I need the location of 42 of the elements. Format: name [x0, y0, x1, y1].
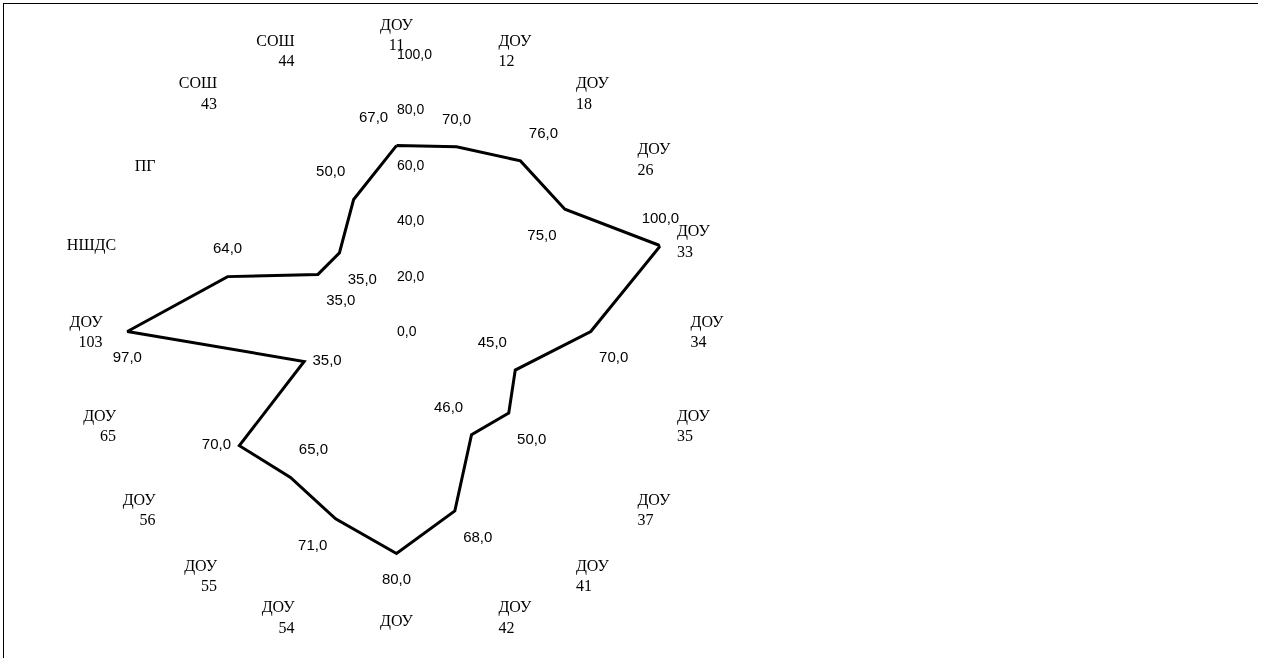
spoke-label: ДОУ 18	[559, 74, 610, 113]
spoke-label: СОШ 44	[256, 31, 311, 70]
spoke-label: ДОУ 103	[69, 312, 119, 351]
data-label: 76,0	[520, 123, 558, 141]
data-label: 35,0	[317, 291, 356, 309]
spoke-label: ДОУ 41	[559, 556, 610, 595]
spoke-label: ДОУ 26	[621, 140, 671, 179]
y-tick-label: 60,0	[397, 156, 425, 173]
data-label: 71,0	[298, 535, 336, 553]
data-label: 70,0	[590, 348, 629, 366]
spoke-label: ПГ	[134, 156, 172, 174]
data-label: 46,0	[434, 397, 472, 415]
y-tick-label: 80,0	[397, 101, 425, 118]
data-label: 50,0	[508, 429, 547, 447]
data-label: 97,0	[112, 348, 142, 366]
y-tick-label: 0,0	[397, 323, 417, 340]
spoke-label: ДОУ 65	[83, 406, 133, 445]
data-label: 65,0	[290, 440, 329, 458]
data-label: 35,0	[304, 351, 342, 369]
data-label: 70,0	[441, 109, 472, 127]
spoke-label: ДОУ 12	[482, 31, 532, 70]
data-label: 67,0	[358, 108, 397, 126]
spoke-label: ДОУ	[380, 611, 414, 630]
y-tick-label: 40,0	[397, 212, 425, 229]
spoke-label: ДОУ 37	[621, 490, 671, 529]
spoke-label: СОШ 43	[178, 74, 234, 113]
spoke-label: ДОУ 34	[674, 312, 725, 351]
data-label: 80,0	[381, 570, 412, 588]
data-label: 68,0	[454, 527, 493, 545]
data-label: 70,0	[201, 435, 240, 453]
data-label: 64,0	[212, 239, 243, 257]
data-label: 50,0	[316, 162, 354, 180]
spoke-label: ДОУ 35	[660, 406, 711, 445]
spoke-label: НШДС	[66, 235, 133, 254]
y-tick-label: 20,0	[397, 267, 425, 284]
data-label: 75,0	[527, 225, 565, 243]
spoke-label: ДОУ 56	[122, 490, 172, 529]
spoke-label: ДОУ 54	[261, 598, 311, 637]
data-label: 35,0	[339, 269, 377, 287]
data-label: 45,0	[477, 332, 516, 350]
spoke-label: ДОУ 42	[482, 598, 532, 637]
spoke-label: ДОУ 55	[184, 556, 234, 595]
